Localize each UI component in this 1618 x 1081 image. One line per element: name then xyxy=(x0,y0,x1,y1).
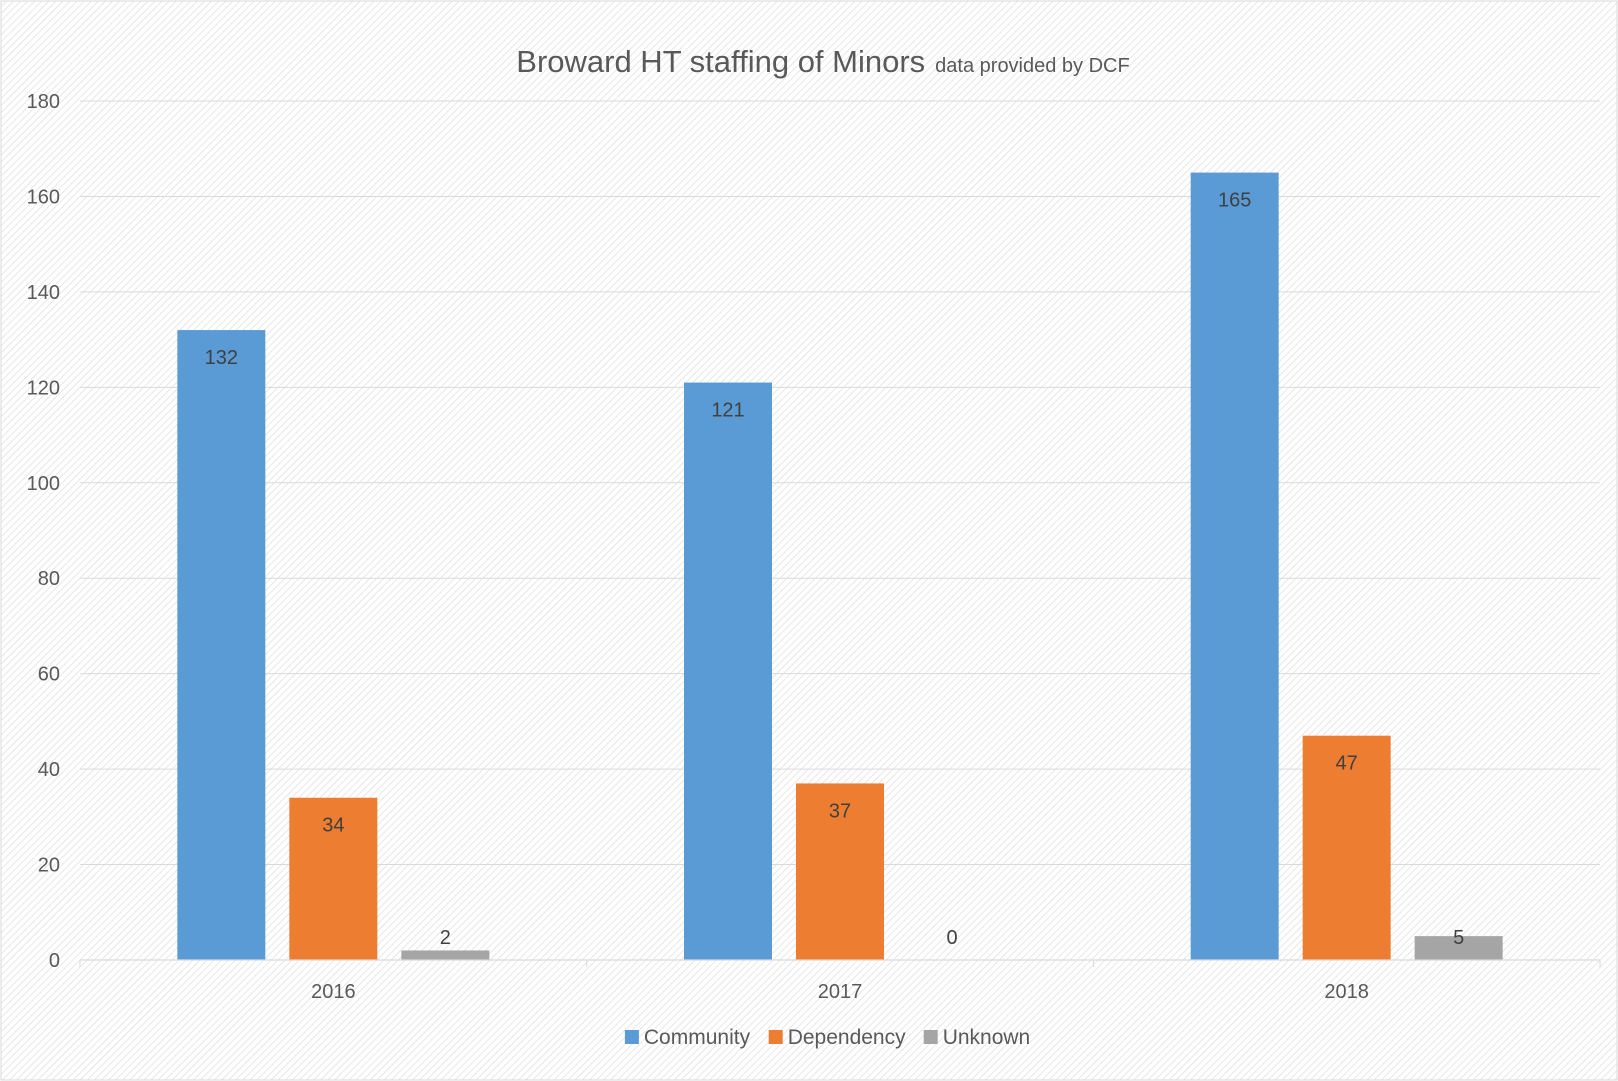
y-tick-label: 20 xyxy=(38,855,60,877)
data-label-unknown-2018: 5 xyxy=(1453,927,1464,949)
chart-subtitle: data provided by DCF xyxy=(935,55,1130,77)
y-tick-label: 100 xyxy=(27,473,60,495)
legend: Community Dependency Unknown xyxy=(625,1026,1030,1049)
x-category-label: 2018 xyxy=(1324,981,1369,1003)
x-category-label: 2017 xyxy=(818,981,863,1003)
y-tick-label: 160 xyxy=(27,186,60,208)
y-tick-label: 60 xyxy=(38,664,60,686)
data-label-community-2016: 132 xyxy=(205,347,238,369)
bar-community-2018 xyxy=(1191,173,1279,960)
y-tick-label: 180 xyxy=(27,91,60,113)
y-tick-label: 140 xyxy=(27,282,60,304)
data-label-dependency-2016: 34 xyxy=(322,815,344,837)
data-label-dependency-2018: 47 xyxy=(1336,753,1358,775)
legend-swatch-community xyxy=(625,1030,639,1044)
y-tick-label: 80 xyxy=(38,568,60,590)
y-tick-label: 40 xyxy=(38,759,60,781)
legend-swatch-dependency xyxy=(769,1030,783,1044)
data-label-community-2018: 165 xyxy=(1218,190,1251,212)
legend-label-dependency: Dependency xyxy=(788,1026,906,1049)
bar-unknown-2016 xyxy=(401,950,489,960)
bar-community-2016 xyxy=(177,330,265,960)
data-label-community-2017: 121 xyxy=(711,400,744,422)
y-tick-label: 120 xyxy=(27,377,60,399)
legend-label-unknown: Unknown xyxy=(943,1026,1031,1049)
legend-swatch-unknown xyxy=(924,1030,938,1044)
data-label-unknown-2017: 0 xyxy=(946,927,957,949)
bar-community-2017 xyxy=(684,383,772,960)
legend-label-community: Community xyxy=(644,1026,751,1049)
data-label-dependency-2017: 37 xyxy=(829,800,851,822)
data-label-unknown-2016: 2 xyxy=(440,927,451,949)
chart-title-main: Broward HT staffing of Minors xyxy=(516,44,925,79)
y-tick-label: 0 xyxy=(49,950,60,972)
x-category-label: 2016 xyxy=(311,981,356,1003)
